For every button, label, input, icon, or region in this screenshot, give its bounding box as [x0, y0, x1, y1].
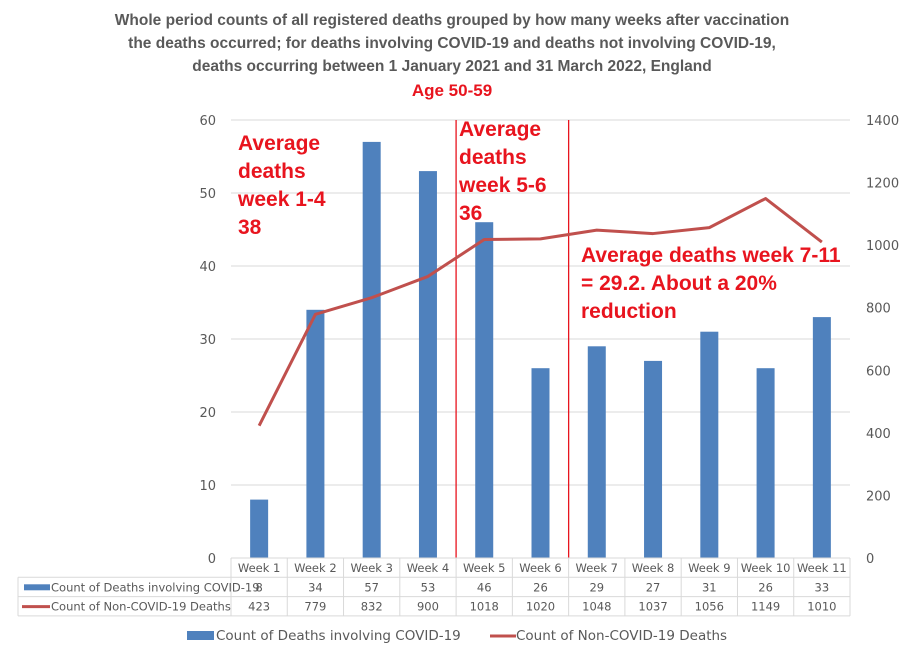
annotation-line: 36 [459, 202, 482, 225]
table-header-cell: Week 8 [632, 561, 674, 575]
table-cell: 27 [646, 580, 661, 594]
table-header-cell: Week 10 [741, 561, 791, 575]
table-cell: 26 [758, 580, 773, 594]
annotation-line: Average [238, 132, 320, 155]
gridlines [231, 119, 850, 486]
title-line-2: the deaths occurred; for deaths involvin… [128, 35, 776, 52]
left-tick-label: 60 [199, 114, 216, 129]
chart-title: Whole period counts of all registered de… [115, 12, 789, 100]
table-cell: 1056 [695, 600, 724, 614]
table-header-cell: Week 3 [350, 561, 392, 575]
right-tick-label: 400 [866, 427, 891, 442]
right-tick-label: 0 [866, 552, 874, 567]
left-tick-label: 40 [199, 260, 216, 275]
legend-swatch-bar [187, 631, 214, 640]
legend-label: Count of Non-COVID-19 Deaths [516, 628, 727, 644]
legend: Count of Deaths involving COVID-19 Count … [187, 628, 727, 644]
annotation-line: reduction [581, 300, 677, 323]
table-header-cell: Week 4 [407, 561, 449, 575]
table-header-cell: Week 2 [294, 561, 336, 575]
right-tick-label: 1000 [866, 239, 899, 254]
table-cell: 1018 [470, 600, 499, 614]
bar [531, 368, 550, 558]
bar [362, 141, 381, 558]
bar [587, 346, 606, 558]
table-cell: 46 [477, 580, 492, 594]
table-cell: 53 [421, 580, 436, 594]
table-header-cell: Week 7 [576, 561, 618, 575]
bar [306, 309, 325, 558]
table-cell: 57 [364, 580, 379, 594]
left-tick-label: 0 [208, 552, 216, 567]
table-cell: 1037 [638, 600, 667, 614]
table-cell: 423 [248, 600, 270, 614]
table-row-label: Count of Deaths involving COVID-19 [51, 580, 260, 594]
table-header-cell: Week 6 [519, 561, 561, 575]
table-cell: 33 [815, 580, 830, 594]
left-axis: 0 10 20 30 40 50 60 [199, 114, 216, 567]
annotation-line: deaths [459, 146, 527, 169]
bar [700, 331, 719, 558]
table-cell: 900 [417, 600, 439, 614]
annotation-line: Average deaths week 7-11 [581, 244, 841, 267]
annotation-line: week 1-4 [237, 188, 326, 211]
left-tick-label: 10 [199, 479, 216, 494]
right-tick-label: 800 [866, 302, 891, 317]
right-tick-label: 1400 [866, 114, 899, 129]
line-series [257, 197, 823, 427]
left-tick-label: 20 [199, 406, 216, 421]
table-cell: 1010 [807, 600, 836, 614]
left-tick-label: 50 [199, 187, 216, 202]
table-row-label: Count of Non-COVID-19 Deaths [51, 600, 231, 614]
table-header-cell: Week 1 [238, 561, 280, 575]
legend-key-bar [24, 584, 50, 591]
table-cell: 1149 [751, 600, 780, 614]
table-cell: 29 [589, 580, 604, 594]
table-cell: 26 [533, 580, 548, 594]
left-tick-label: 30 [199, 333, 216, 348]
table-cell: 1020 [526, 600, 555, 614]
legend-label: Count of Deaths involving COVID-19 [216, 628, 461, 644]
title-line-1: Whole period counts of all registered de… [115, 12, 789, 29]
table-cell: 832 [361, 600, 383, 614]
right-axis: 0 200 400 600 800 1000 1200 1400 [866, 114, 899, 567]
bar [756, 368, 775, 558]
title-line-3: deaths occurring between 1 January 2021 … [192, 58, 711, 75]
table-cell: 31 [702, 580, 717, 594]
line-path [257, 197, 823, 427]
table-cell: 34 [308, 580, 323, 594]
bar [475, 222, 494, 558]
table-header-cell: Week 11 [797, 561, 847, 575]
annotation-line: 38 [238, 216, 262, 239]
data-table: Week 1 Week 2 Week 3 Week 4 Week 5 Week 6 Week… [17, 557, 851, 617]
bar [418, 171, 437, 558]
bar [812, 317, 831, 558]
right-tick-label: 600 [866, 364, 891, 379]
annotation-line: = 29.2. About a 20% [581, 272, 777, 295]
table-header-cell: Week 9 [688, 561, 730, 575]
bar-series [250, 141, 831, 558]
table-header-cell: Week 5 [463, 561, 505, 575]
annotation-line: week 5-6 [458, 174, 547, 197]
right-tick-label: 200 [866, 489, 891, 504]
annotation-line: Average [459, 118, 541, 141]
table-cell: 1048 [582, 600, 611, 614]
table-cell: 8 [255, 580, 262, 594]
annotations: Average deaths week 1-4 38 Average deaths week… [237, 118, 841, 323]
right-tick-label: 1200 [866, 177, 899, 192]
chart-subtitle: Age 50-59 [412, 81, 492, 100]
annotation-line: deaths [238, 160, 306, 183]
bar [644, 360, 663, 558]
bar [250, 499, 269, 558]
divider-lines [455, 120, 570, 558]
table-cell: 779 [304, 600, 326, 614]
